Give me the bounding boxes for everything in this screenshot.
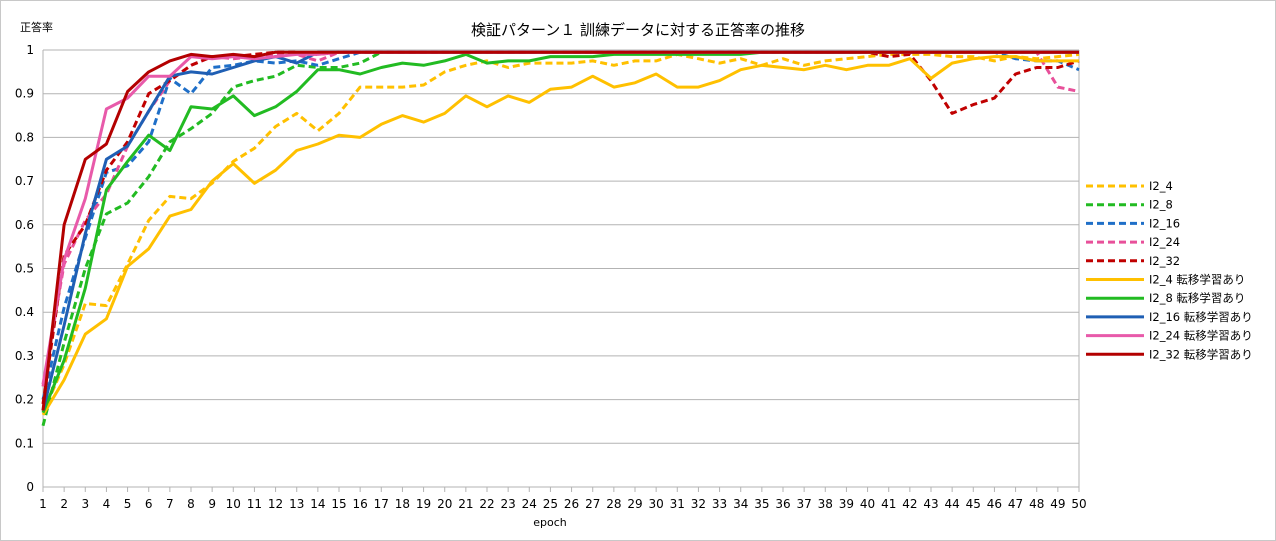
x-tick-label: 7 xyxy=(166,497,174,511)
gridlines xyxy=(42,49,1080,488)
x-tick-label: 11 xyxy=(247,497,262,511)
x-tick-label: 3 xyxy=(81,497,89,511)
x-tick-label: 18 xyxy=(395,497,410,511)
x-tick-label: 15 xyxy=(331,497,346,511)
y-tick-label: 0 xyxy=(26,480,34,494)
y-tick-label: 0.7 xyxy=(15,174,34,188)
series-line-4 xyxy=(41,50,1080,387)
x-tick-label: 9 xyxy=(208,497,216,511)
x-tick-label: 49 xyxy=(1050,497,1065,511)
legend-label: I2_32 転移学習あり xyxy=(1149,347,1253,361)
x-tick-label: 22 xyxy=(479,497,494,511)
y-axis-ticks: 0 0.1 0.2 0.3 0.4 0.5 0.6 0.7 0.8 0.9 1 xyxy=(15,43,34,494)
x-tick-label: 16 xyxy=(353,497,368,511)
legend-label: I2_4 xyxy=(1149,179,1173,193)
x-tick-label: 2 xyxy=(60,497,68,511)
y-tick-label: 0.6 xyxy=(15,218,34,232)
x-tick-label: 31 xyxy=(670,497,685,511)
x-tick-label: 44 xyxy=(945,497,960,511)
legend-label: I2_4 転移学習あり xyxy=(1149,273,1245,287)
x-tick-label: 41 xyxy=(881,497,896,511)
x-axis-label: epoch xyxy=(533,516,567,529)
x-tick-label: 1 xyxy=(39,497,47,511)
series-line-5 xyxy=(41,50,1080,405)
x-tick-label: 12 xyxy=(268,497,283,511)
x-tick-label: 4 xyxy=(103,497,111,511)
x-tick-label: 28 xyxy=(606,497,621,511)
x-tick-label: 25 xyxy=(543,497,558,511)
x-tick-label: 24 xyxy=(522,497,537,511)
x-tick-label: 8 xyxy=(187,497,195,511)
x-tick-label: 40 xyxy=(860,497,875,511)
y-tick-label: 0.5 xyxy=(15,262,34,276)
x-axis-ticks: 1 2 3 4 5 6 7 8 9 10 11 12 13 14 15 16 17 18 19 20 21 22 23 24 2… xyxy=(39,487,1087,511)
x-tick-label: 34 xyxy=(733,497,748,511)
chart-title: 検証パターン１ 訓練データに対する正答率の推移 xyxy=(471,21,805,39)
legend-label: I2_8 転移学習あり xyxy=(1149,291,1245,305)
legend: I2_4 I2_8 I2_16 I2_24 I2_32 I2_4 転移学習あり I2_8 転… xyxy=(1086,179,1253,361)
x-tick-label: 30 xyxy=(649,497,664,511)
x-tick-label: 21 xyxy=(458,497,473,511)
y-tick-label: 0.3 xyxy=(15,349,34,363)
x-tick-label: 38 xyxy=(818,497,833,511)
y-tick-label: 1 xyxy=(26,43,34,57)
x-tick-label: 10 xyxy=(226,497,241,511)
series-line-6 xyxy=(41,55,1079,416)
x-tick-label: 27 xyxy=(585,497,600,511)
x-tick-label: 42 xyxy=(902,497,917,511)
series-line-3 xyxy=(41,50,1080,400)
legend-label: I2_32 xyxy=(1149,254,1180,268)
legend-label: I2_24 xyxy=(1149,235,1180,249)
x-tick-label: 14 xyxy=(310,497,325,511)
x-tick-label: 35 xyxy=(754,497,769,511)
x-tick-label: 45 xyxy=(966,497,981,511)
x-tick-label: 39 xyxy=(839,497,854,511)
legend-label: I2_16 転移学習あり xyxy=(1149,310,1253,324)
y-tick-label: 0.8 xyxy=(15,130,34,144)
legend-label: I2_8 xyxy=(1149,198,1173,212)
x-tick-label: 50 xyxy=(1071,497,1086,511)
y-tick-label: 0.9 xyxy=(15,87,34,101)
x-tick-label: 47 xyxy=(1008,497,1023,511)
series-line-10 xyxy=(41,50,1079,411)
x-tick-label: 26 xyxy=(564,497,579,511)
legend-label: I2_24 転移学習あり xyxy=(1149,329,1253,343)
x-tick-label: 43 xyxy=(923,497,938,511)
series-line-8 xyxy=(41,50,1079,411)
x-tick-label: 32 xyxy=(691,497,706,511)
x-tick-label: 29 xyxy=(627,497,642,511)
x-tick-label: 36 xyxy=(775,497,790,511)
x-tick-label: 17 xyxy=(374,497,389,511)
x-tick-label: 48 xyxy=(1029,497,1044,511)
x-tick-label: 23 xyxy=(501,497,516,511)
x-tick-label: 6 xyxy=(145,497,153,511)
series-line-9 xyxy=(41,50,1079,385)
x-tick-label: 5 xyxy=(124,497,132,511)
series-lines xyxy=(41,50,1080,427)
y-tick-label: 0.4 xyxy=(15,305,34,319)
x-tick-label: 37 xyxy=(797,497,812,511)
x-tick-label: 19 xyxy=(416,497,431,511)
y-tick-label: 0.1 xyxy=(15,436,34,450)
x-tick-label: 46 xyxy=(987,497,1002,511)
x-tick-label: 33 xyxy=(712,497,727,511)
x-tick-label: 13 xyxy=(289,497,304,511)
y-axis-label: 正答率 xyxy=(20,20,53,34)
legend-label: I2_16 xyxy=(1149,216,1180,230)
series-line-7 xyxy=(41,50,1079,414)
y-tick-label: 0.2 xyxy=(15,393,34,407)
x-tick-label: 20 xyxy=(437,497,452,511)
